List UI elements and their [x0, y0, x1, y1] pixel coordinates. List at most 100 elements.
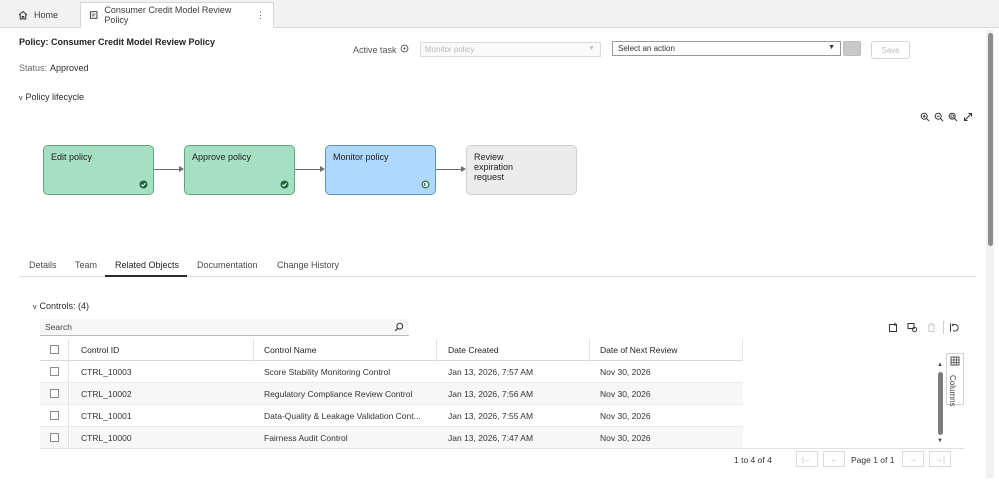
node-label: Monitor policy: [333, 152, 389, 162]
last-page-icon: →|: [934, 454, 946, 464]
tab-documentation[interactable]: Documentation: [197, 260, 258, 270]
row-checkbox[interactable]: [50, 367, 59, 376]
reset-icon[interactable]: [949, 322, 960, 333]
controls-section-toggle[interactable]: v Controls: (4): [33, 301, 89, 311]
cell-date-created: Jan 13, 2026, 7:57 AM: [448, 367, 534, 377]
search-placeholder: Search: [45, 322, 72, 332]
next-page-button[interactable]: →: [902, 451, 924, 467]
policy-document-icon: [89, 11, 98, 19]
table-row[interactable]: CTRL_10002 Regulatory Compliance Review …: [40, 383, 743, 405]
delete-icon: [928, 323, 935, 332]
save-button[interactable]: Save: [871, 41, 910, 59]
row-checkbox[interactable]: [50, 389, 59, 398]
cell-control-id[interactable]: CTRL_10003: [81, 367, 132, 377]
tab-policy[interactable]: Consumer Credit Model Review Policy ⋮: [80, 2, 274, 28]
search-icon[interactable]: [394, 322, 404, 332]
workflow-node-edit-policy[interactable]: Edit policy: [43, 145, 154, 195]
tab-change-history[interactable]: Change History: [277, 260, 340, 270]
cell-date-created: Jan 13, 2026, 7:55 AM: [448, 411, 534, 421]
workflow-connector: [295, 169, 320, 170]
arrow-right-icon: [461, 166, 466, 172]
detail-tabs-divider: [19, 276, 976, 277]
column-header-next-review[interactable]: Date of Next Review: [600, 345, 678, 355]
link-object-icon[interactable]: [907, 322, 918, 333]
tab-menu-icon[interactable]: ⋮: [256, 9, 265, 20]
tab-home[interactable]: Home: [10, 2, 66, 28]
row-checkbox[interactable]: [50, 433, 59, 442]
columns-panel-button[interactable]: [946, 353, 964, 405]
tab-policy-label: Consumer Credit Model Review Policy: [104, 5, 232, 25]
zoom-in-icon[interactable]: [920, 112, 930, 122]
column-header-date-created[interactable]: Date Created: [448, 345, 499, 355]
zoom-fit-icon[interactable]: [948, 112, 958, 122]
home-icon: [18, 10, 28, 20]
active-task-value: Monitor policy: [425, 45, 475, 54]
column-header-control-id[interactable]: Control ID: [81, 345, 120, 355]
zoom-out-icon[interactable]: [934, 112, 944, 122]
columns-grid-icon: [950, 356, 960, 366]
cell-date-created: Jan 13, 2026, 7:47 AM: [448, 433, 534, 443]
active-task-select: Monitor policy ▼: [420, 42, 601, 57]
arrow-right-icon: →: [909, 454, 917, 464]
workflow-node-review-expiration[interactable]: Review expiration request: [466, 145, 577, 195]
go-button[interactable]: [843, 41, 861, 56]
scroll-down-icon[interactable]: ▼: [937, 438, 943, 444]
cell-control-name: Regulatory Compliance Review Control: [264, 389, 413, 399]
tab-team[interactable]: Team: [75, 260, 98, 270]
workflow-node-approve-policy[interactable]: Approve policy: [184, 145, 295, 195]
first-page-icon: |←: [801, 454, 813, 464]
help-icon[interactable]: [400, 44, 409, 53]
active-task-label: Active task: [353, 45, 397, 55]
page-indicator: Page 1 of 1: [851, 455, 895, 465]
expand-icon[interactable]: [963, 112, 973, 122]
chevron-down-icon: ▼: [828, 44, 835, 51]
arrow-right-icon: [320, 166, 325, 172]
table-row[interactable]: CTRL_10000 Fairness Audit Control Jan 13…: [40, 427, 743, 449]
cell-control-id[interactable]: CTRL_10001: [81, 411, 132, 421]
workflow-node-monitor-policy[interactable]: Monitor policy: [325, 145, 436, 195]
lifecycle-toggle[interactable]: v Policy lifecycle: [19, 92, 84, 102]
toolbar-divider: [943, 321, 944, 334]
in-progress-icon: [421, 180, 430, 189]
tab-related-objects[interactable]: Related Objects: [115, 260, 180, 270]
scroll-up-icon[interactable]: ▲: [937, 362, 943, 368]
cell-next-review: Nov 30, 2026: [600, 367, 651, 377]
row-count: 1 to 4 of 4: [734, 455, 772, 465]
row-checkbox[interactable]: [50, 411, 59, 420]
node-label: Edit policy: [51, 152, 93, 162]
node-label: Review expiration request: [474, 152, 514, 182]
table-footer: [40, 448, 964, 470]
controls-section-label: Controls: (4): [39, 301, 90, 311]
checkmark-icon: [139, 180, 148, 189]
arrow-left-icon: ←: [830, 454, 838, 464]
last-page-button[interactable]: →|: [929, 451, 951, 467]
action-select[interactable]: Select an action ▼: [612, 41, 841, 56]
column-header-control-name[interactable]: Control Name: [264, 345, 317, 355]
node-label: Approve policy: [192, 152, 252, 162]
arrow-right-icon: [179, 166, 184, 172]
cell-next-review: Nov 30, 2026: [600, 411, 651, 421]
page-scrollbar-track[interactable]: [986, 30, 994, 478]
select-all-checkbox[interactable]: [50, 345, 59, 354]
controls-search-input[interactable]: Search: [40, 319, 409, 336]
chevron-down-icon: ▼: [588, 45, 595, 52]
cell-next-review: Nov 30, 2026: [600, 389, 651, 399]
lifecycle-label: Policy lifecycle: [25, 92, 85, 102]
cell-control-name: Data-Quality & Leakage Validation Cont..…: [264, 411, 421, 421]
page-scrollbar-thumb[interactable]: [988, 33, 993, 246]
tab-details[interactable]: Details: [29, 260, 57, 270]
table-row[interactable]: CTRL_10003 Score Stability Monitoring Co…: [40, 361, 743, 383]
cell-control-id[interactable]: CTRL_10000: [81, 433, 132, 443]
status-label: Status:: [19, 63, 48, 73]
cell-control-name: Score Stability Monitoring Control: [264, 367, 391, 377]
table-row[interactable]: CTRL_10001 Data-Quality & Leakage Valida…: [40, 405, 743, 427]
first-page-button[interactable]: |←: [796, 451, 818, 467]
columns-label: Columns: [948, 375, 957, 407]
table-scrollbar[interactable]: [938, 372, 943, 435]
prev-page-button[interactable]: ←: [823, 451, 845, 467]
table-header: Control ID Control Name Date Created Dat…: [40, 339, 743, 361]
cell-next-review: Nov 30, 2026: [600, 433, 651, 443]
chevron-down-icon: v: [33, 304, 37, 311]
add-link-icon[interactable]: [888, 322, 899, 333]
cell-control-id[interactable]: CTRL_10002: [81, 389, 132, 399]
